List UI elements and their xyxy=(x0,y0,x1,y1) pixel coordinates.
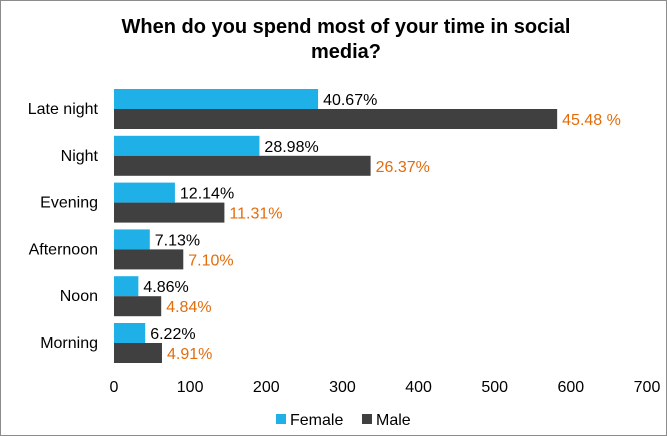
bar-female-night xyxy=(114,135,260,156)
x-tick-label-300: 300 xyxy=(329,379,356,396)
category-label-night: Night xyxy=(61,148,99,165)
value-label-male-evening: 11.31% xyxy=(229,206,282,223)
category-labels: Late night Night Evening Afternoon Noon Morni… xyxy=(28,101,99,352)
value-label-male-night: 26.37% xyxy=(376,159,430,176)
value-label-male-late-night: 45.48 % xyxy=(562,112,621,129)
x-tick-label-600: 600 xyxy=(558,379,585,396)
category-label-afternoon: Afternoon xyxy=(29,241,98,258)
bar-female-afternoon xyxy=(114,229,150,250)
value-label-female-late-night: 40.67% xyxy=(323,92,377,109)
x-tick-label-0: 0 xyxy=(110,379,119,396)
value-label-female-night: 28.98% xyxy=(264,139,318,156)
legend-swatch-male xyxy=(362,414,372,424)
legend-swatch-female xyxy=(276,414,286,424)
chart-title-line-2: media? xyxy=(311,41,381,63)
value-label-female-afternoon: 7.13% xyxy=(155,232,200,249)
value-label-male-afternoon: 7.10% xyxy=(188,252,233,269)
bar-male-late-night xyxy=(114,109,558,129)
x-tick-label-400: 400 xyxy=(405,379,432,396)
bar-female-noon xyxy=(114,276,139,297)
category-label-evening: Evening xyxy=(40,195,98,212)
x-tick-label-700: 700 xyxy=(634,379,661,396)
value-label-male-noon: 4.84% xyxy=(166,299,211,316)
category-label-late-night: Late night xyxy=(28,101,99,118)
x-tick-label-100: 100 xyxy=(177,379,204,396)
bar-male-night xyxy=(114,155,371,176)
bar-female-late-night xyxy=(114,89,319,109)
bars xyxy=(114,89,558,363)
chart-title: When do you spend most of your time in s… xyxy=(122,16,571,63)
bar-male-noon xyxy=(114,296,162,317)
bar-male-afternoon xyxy=(114,249,184,270)
bar-male-evening xyxy=(114,202,225,223)
category-label-morning: Morning xyxy=(40,335,98,352)
bar-female-morning xyxy=(114,323,146,343)
value-label-female-morning: 6.22% xyxy=(150,326,195,343)
x-axis-ticks: 0 100 200 300 400 500 600 700 xyxy=(110,379,661,396)
x-tick-label-500: 500 xyxy=(481,379,508,396)
legend-label-female: Female xyxy=(290,412,343,429)
legend-label-male: Male xyxy=(376,412,411,429)
category-label-noon: Noon xyxy=(60,288,98,305)
bar-female-evening xyxy=(114,182,175,203)
bar-male-morning xyxy=(114,343,162,363)
x-tick-label-200: 200 xyxy=(253,379,280,396)
value-labels: 40.67% 45.48 % 28.98% 26.37% 12.14% 11.31% 7.1… xyxy=(143,92,621,363)
chart-title-line-1: When do you spend most of your time in s… xyxy=(122,16,571,38)
value-label-female-evening: 12.14% xyxy=(180,186,234,203)
value-label-male-morning: 4.91% xyxy=(167,346,212,363)
legend: Female Male xyxy=(276,412,411,429)
value-label-female-noon: 4.86% xyxy=(143,279,188,296)
